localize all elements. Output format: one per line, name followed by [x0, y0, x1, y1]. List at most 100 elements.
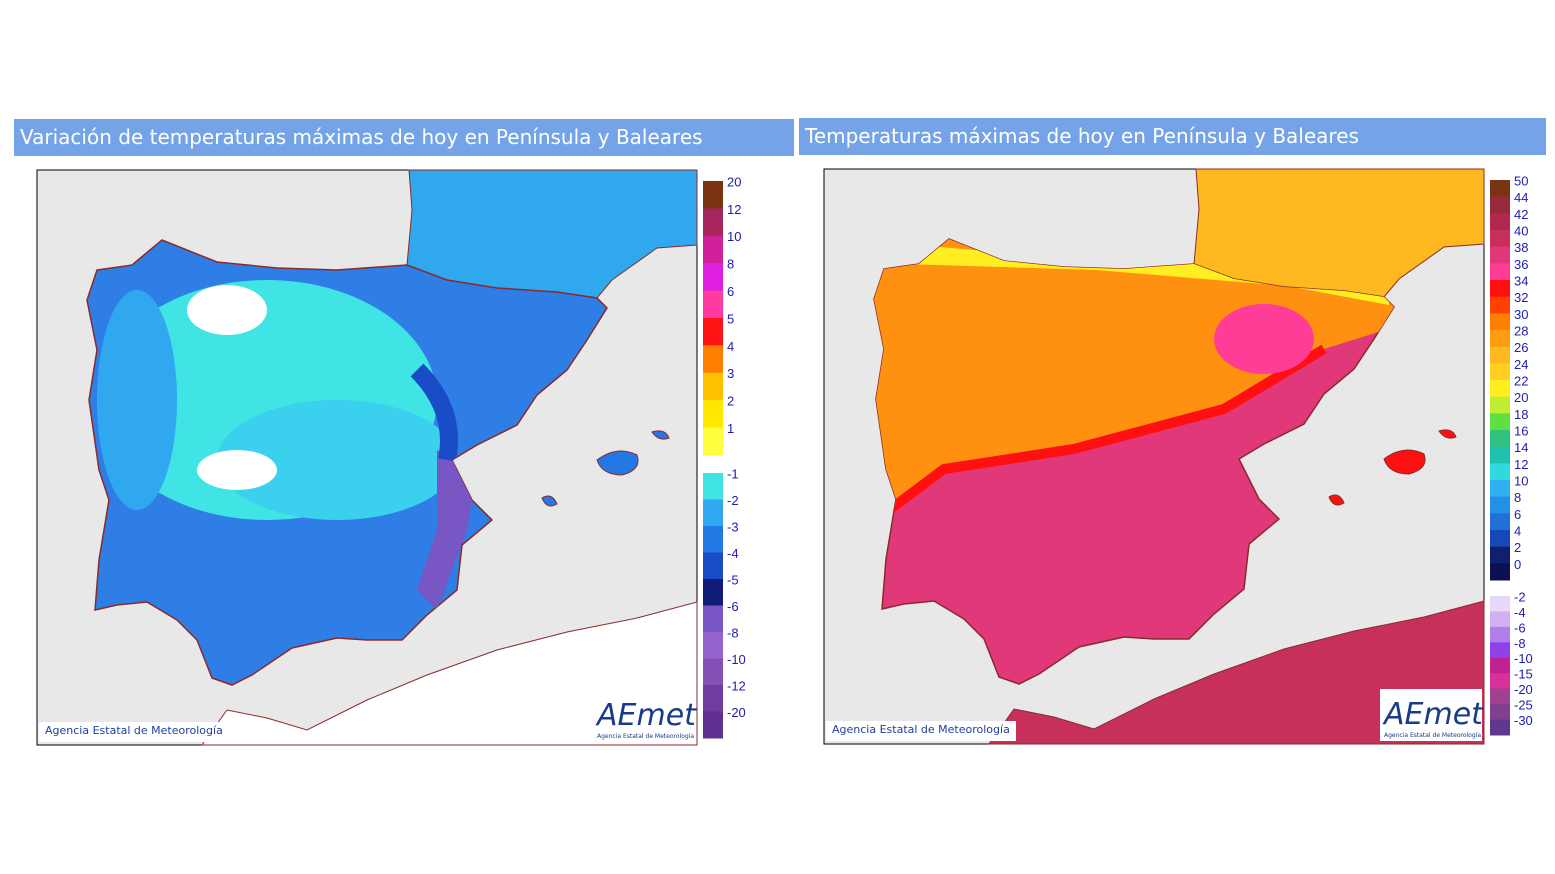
legend-swatch	[703, 499, 723, 527]
legend-label: 38	[1514, 240, 1528, 255]
legend-swatch	[1490, 513, 1510, 531]
legend-label: -4	[727, 546, 739, 561]
legend-swatch	[1490, 230, 1510, 248]
map: Agencia Estatal de Meteorología AEmet Ag…	[36, 169, 698, 746]
panel-title: Temperaturas máximas de hoy en Península…	[799, 118, 1546, 155]
legend-label: 32	[1514, 290, 1528, 305]
legend-swatch	[1490, 196, 1510, 214]
legend-label: 50	[1514, 173, 1528, 188]
legend-label: 1	[727, 421, 734, 436]
legend-swatch	[1490, 180, 1510, 198]
logo-sub: Agencia Estatal de Meteorología	[1384, 732, 1481, 739]
legend-label: -10	[1514, 651, 1533, 666]
legend-swatch	[1490, 563, 1510, 581]
copyright: Agencia Estatal de Meteorología	[832, 723, 1010, 736]
legend-label: -1	[727, 466, 739, 481]
legend-swatch	[703, 263, 723, 292]
legend-swatch	[1490, 546, 1510, 564]
legend-swatch	[703, 685, 723, 712]
legend-label: -15	[1514, 667, 1533, 682]
legend: 5044424038363432302826242220181614121086…	[1490, 173, 1533, 736]
copyright: Agencia Estatal de Meteorología	[45, 724, 223, 737]
legend-swatch	[1490, 611, 1510, 628]
legend-swatch	[1490, 446, 1510, 464]
legend-label: 14	[1514, 440, 1528, 455]
legend-label: -8	[1514, 636, 1526, 651]
legend-label: 20	[1514, 390, 1528, 405]
legend-label: 22	[1514, 373, 1528, 388]
legend-label: 6	[727, 284, 734, 299]
legend-swatch	[703, 372, 723, 401]
legend-swatch	[703, 400, 723, 429]
legend-swatch	[1490, 704, 1510, 721]
legend-label: 3	[727, 366, 734, 381]
legend-swatch	[1490, 719, 1510, 736]
legend-label: 4	[1514, 523, 1521, 538]
legend-label: -10	[727, 652, 746, 667]
legend-swatch	[1490, 313, 1510, 331]
legend-swatch	[703, 181, 723, 209]
legend-swatch	[1490, 396, 1510, 414]
legend-swatch	[1490, 263, 1510, 281]
legend-label: 8	[1514, 490, 1521, 505]
legend-label: 30	[1514, 307, 1528, 322]
legend-swatch	[703, 473, 723, 500]
legend-swatch	[1490, 213, 1510, 231]
legend-label: 44	[1514, 190, 1528, 205]
legend-label: 20	[727, 174, 741, 189]
legend-swatch	[1490, 346, 1510, 364]
legend-swatch	[1490, 496, 1510, 514]
legend-label: 42	[1514, 207, 1528, 222]
legend-label: 6	[1514, 507, 1521, 522]
legend-swatch	[703, 579, 723, 606]
legend-swatch	[1490, 246, 1510, 264]
legend-swatch	[1490, 688, 1510, 705]
legend-label: -30	[1514, 713, 1533, 728]
legend-swatch	[1490, 330, 1510, 348]
legend-swatch	[1490, 480, 1510, 498]
logo-sub: Agencia Estatal de Meteorología	[597, 733, 694, 740]
legend-label: -2	[727, 493, 739, 508]
legend-label: -8	[727, 625, 739, 640]
legend-label: -2	[1514, 589, 1526, 604]
legend-label: 10	[727, 229, 741, 244]
legend-label: 24	[1514, 357, 1528, 372]
legend-label: 2	[727, 394, 734, 409]
legend-label: -25	[1514, 698, 1533, 713]
legend-label: -20	[1514, 682, 1533, 697]
legend-swatch	[1490, 673, 1510, 690]
legend-swatch	[703, 345, 723, 374]
legend-swatch	[703, 427, 723, 456]
legend-label: 40	[1514, 223, 1528, 238]
legend-swatch	[1490, 430, 1510, 448]
legend-swatch	[703, 658, 723, 686]
legend-label: 26	[1514, 340, 1528, 355]
legend-label: 36	[1514, 257, 1528, 272]
legend-label: 12	[1514, 457, 1528, 472]
logo: AEmet	[1382, 697, 1484, 732]
legend-label: 12	[727, 202, 741, 217]
legend-swatch	[703, 552, 723, 580]
legend-swatch	[703, 290, 723, 319]
legend-label: 16	[1514, 423, 1528, 438]
legend-swatch	[703, 318, 723, 346]
legend-label: -3	[727, 519, 739, 534]
legend-swatch	[1490, 280, 1510, 298]
legend-swatch	[1490, 657, 1510, 674]
legend-label: 10	[1514, 473, 1528, 488]
legend-swatch	[1490, 413, 1510, 431]
legend-label: -6	[727, 599, 739, 614]
legend-label: -4	[1514, 605, 1526, 620]
legend-label: -12	[727, 678, 746, 693]
legend-label: 34	[1514, 273, 1528, 288]
legend-label: -20	[727, 705, 746, 720]
legend-label: 18	[1514, 407, 1528, 422]
legend-swatch	[1490, 296, 1510, 314]
legend-label: 5	[727, 311, 734, 326]
legend-swatch	[1490, 380, 1510, 398]
legend-swatch	[1490, 363, 1510, 381]
logo: AEmet	[595, 698, 697, 733]
legend-swatch	[703, 632, 723, 659]
